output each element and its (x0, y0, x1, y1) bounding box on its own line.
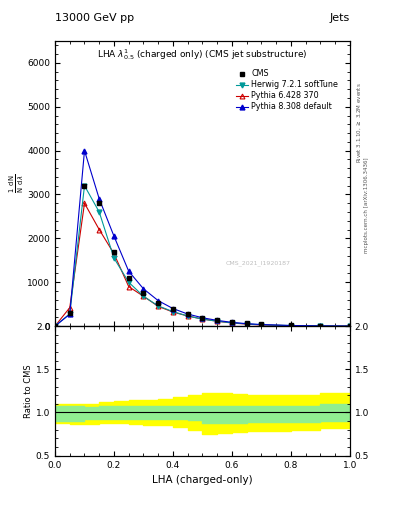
Pythia 6.428 370 (200, 316, 205, 322)
Herwig 7.2.1 softTune (68, 311, 72, 317)
Pythia 8.308 default (259, 322, 264, 328)
CMS (68, 310, 72, 316)
Text: Rivet 3.1.10, $\geq$ 3.2M events: Rivet 3.1.10, $\geq$ 3.2M events (356, 82, 363, 163)
Line: Herwig 7.2.1 softTune: Herwig 7.2.1 softTune (53, 183, 352, 329)
Legend: CMS, Herwig 7.2.1 softTune, Pythia 6.428 370, Pythia 8.308 default: CMS, Herwig 7.2.1 softTune, Pythia 6.428… (235, 68, 340, 113)
Line: CMS: CMS (53, 184, 352, 328)
Herwig 7.2.1 softTune (156, 303, 161, 309)
Herwig 7.2.1 softTune (244, 321, 249, 327)
Pythia 6.428 370 (185, 313, 190, 319)
Herwig 7.2.1 softTune (259, 322, 264, 328)
Pythia 8.308 default (127, 268, 131, 274)
Pythia 8.308 default (200, 315, 205, 321)
Pythia 8.308 default (171, 306, 175, 312)
Pythia 8.308 default (141, 286, 146, 292)
CMS (141, 290, 146, 296)
Herwig 7.2.1 softTune (200, 316, 205, 322)
CMS (230, 319, 234, 325)
Text: 13000 GeV pp: 13000 GeV pp (55, 13, 134, 23)
X-axis label: LHA (charged-only): LHA (charged-only) (152, 475, 253, 485)
CMS (53, 323, 57, 329)
Pythia 8.308 default (215, 317, 220, 324)
Herwig 7.2.1 softTune (215, 318, 220, 324)
Pythia 6.428 370 (171, 309, 175, 315)
Herwig 7.2.1 softTune (230, 319, 234, 326)
Herwig 7.2.1 softTune (112, 255, 116, 261)
Herwig 7.2.1 softTune (347, 323, 352, 329)
CMS (200, 315, 205, 321)
Herwig 7.2.1 softTune (127, 279, 131, 285)
CMS (288, 323, 293, 329)
CMS (244, 321, 249, 327)
Pythia 6.428 370 (215, 318, 220, 324)
Text: CMS_2021_I1920187: CMS_2021_I1920187 (226, 261, 291, 266)
CMS (185, 311, 190, 317)
CMS (112, 248, 116, 254)
CMS (97, 200, 101, 206)
Text: Jets: Jets (329, 13, 350, 23)
CMS (82, 183, 87, 189)
CMS (259, 321, 264, 327)
Pythia 6.428 370 (112, 251, 116, 257)
CMS (156, 300, 161, 306)
Pythia 6.428 370 (288, 323, 293, 329)
Pythia 6.428 370 (230, 320, 234, 326)
Pythia 6.428 370 (156, 303, 161, 309)
Y-axis label: $\frac{1}{\mathrm{N}}\,\frac{\mathrm{dN}}{\mathrm{d}\lambda}$: $\frac{1}{\mathrm{N}}\,\frac{\mathrm{dN}… (7, 174, 26, 193)
Pythia 6.428 370 (347, 323, 352, 329)
Pythia 6.428 370 (53, 323, 57, 329)
Pythia 8.308 default (53, 323, 57, 329)
Pythia 8.308 default (347, 323, 352, 329)
CMS (347, 323, 352, 329)
CMS (127, 275, 131, 281)
Pythia 8.308 default (230, 319, 234, 326)
Herwig 7.2.1 softTune (53, 323, 57, 329)
Text: LHA $\lambda^{1}_{0.5}$ (charged only) (CMS jet substructure): LHA $\lambda^{1}_{0.5}$ (charged only) (… (97, 47, 308, 61)
Herwig 7.2.1 softTune (185, 313, 190, 319)
Pythia 6.428 370 (82, 200, 87, 206)
Herwig 7.2.1 softTune (318, 323, 323, 329)
Pythia 8.308 default (112, 233, 116, 239)
Pythia 8.308 default (318, 323, 323, 329)
Line: Pythia 8.308 default: Pythia 8.308 default (53, 148, 352, 329)
Pythia 8.308 default (82, 147, 87, 154)
CMS (318, 323, 323, 329)
Pythia 6.428 370 (127, 284, 131, 290)
Herwig 7.2.1 softTune (288, 323, 293, 329)
Pythia 6.428 370 (141, 293, 146, 300)
Herwig 7.2.1 softTune (82, 183, 87, 189)
Pythia 6.428 370 (259, 322, 264, 328)
Text: mcplots.cern.ch [arXiv:1306.3436]: mcplots.cern.ch [arXiv:1306.3436] (364, 157, 369, 252)
Pythia 6.428 370 (318, 323, 323, 329)
Pythia 6.428 370 (97, 226, 101, 232)
Herwig 7.2.1 softTune (141, 293, 146, 300)
Herwig 7.2.1 softTune (171, 309, 175, 315)
Pythia 8.308 default (97, 196, 101, 202)
Pythia 8.308 default (185, 311, 190, 317)
Line: Pythia 6.428 370: Pythia 6.428 370 (53, 201, 352, 329)
Pythia 6.428 370 (244, 321, 249, 327)
Pythia 6.428 370 (68, 305, 72, 311)
CMS (171, 306, 175, 312)
Y-axis label: Ratio to CMS: Ratio to CMS (24, 364, 33, 418)
Herwig 7.2.1 softTune (97, 209, 101, 215)
CMS (215, 317, 220, 324)
Pythia 8.308 default (288, 323, 293, 329)
Pythia 8.308 default (244, 321, 249, 327)
Pythia 8.308 default (68, 311, 72, 317)
Pythia 8.308 default (156, 297, 161, 304)
